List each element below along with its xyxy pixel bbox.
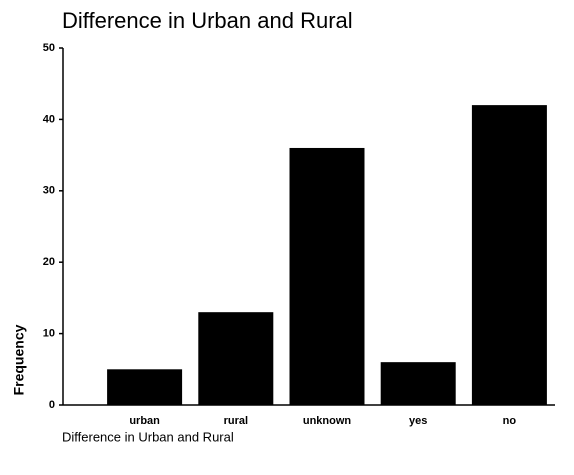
x-tick-label: rural <box>224 415 248 427</box>
x-tick-label: urban <box>129 415 160 427</box>
y-tick-label: 50 <box>43 42 55 54</box>
y-tick-label: 30 <box>43 185 55 197</box>
bar <box>289 147 365 405</box>
x-tick-label: no <box>503 415 517 427</box>
chart-title: Difference in Urban and Rural <box>62 8 353 33</box>
y-tick-label: 40 <box>43 113 55 125</box>
bar <box>107 369 183 405</box>
bar <box>198 312 274 405</box>
x-tick-label: yes <box>409 415 427 427</box>
bar <box>471 105 547 406</box>
x-axis-label: Difference in Urban and Rural <box>62 429 234 444</box>
y-tick-label: 10 <box>43 328 55 340</box>
y-axis-label: Frequency <box>11 324 27 395</box>
y-tick-label: 20 <box>43 256 55 268</box>
y-tick-label: 0 <box>49 399 55 411</box>
bar <box>380 362 456 405</box>
x-tick-label: unknown <box>303 415 352 427</box>
